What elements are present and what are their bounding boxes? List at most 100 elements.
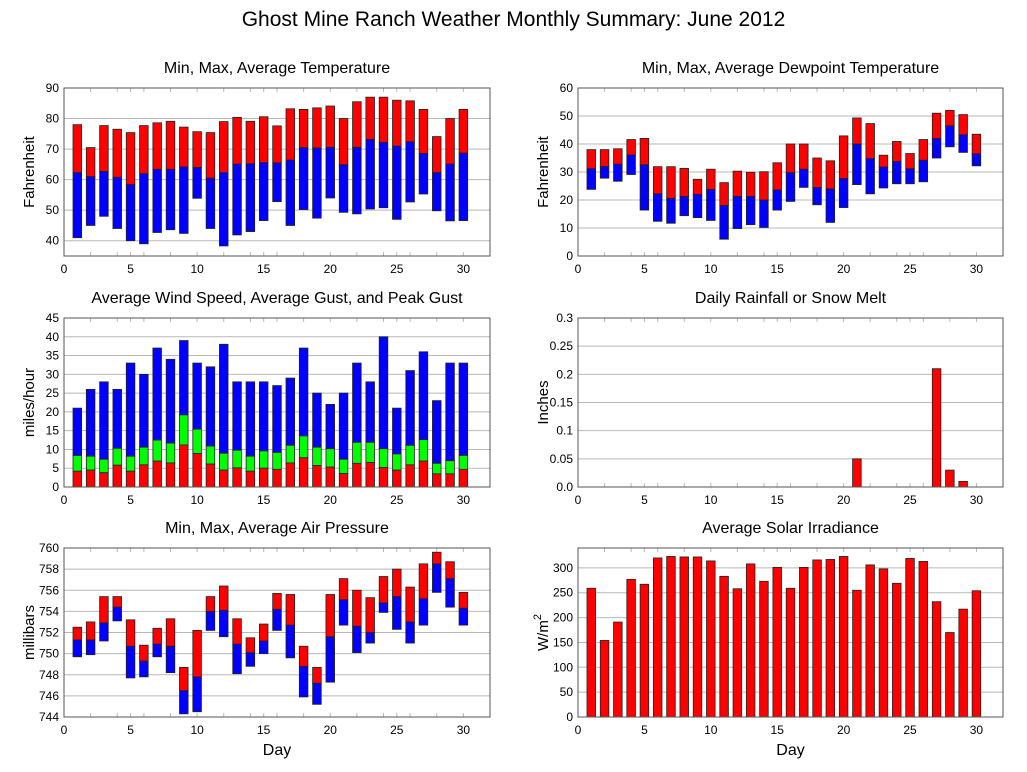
bar-min-avg xyxy=(365,632,375,644)
chart-temperature: Min, Max, Average Temperature40506070809… xyxy=(21,60,491,276)
y-tick-label: 744 xyxy=(39,710,59,724)
bar-avg-max xyxy=(179,666,189,691)
bar-average-gust xyxy=(85,455,96,471)
bar-avg-max xyxy=(99,125,109,172)
y-tick-label: 760 xyxy=(39,541,59,555)
y-tick-label: 60 xyxy=(46,173,60,187)
bar-avg-max xyxy=(298,108,309,148)
y-tick-label: 0 xyxy=(566,710,573,724)
bar-peak-gust xyxy=(378,336,389,450)
y-tick-label: 0.05 xyxy=(550,452,574,466)
bar-min-avg xyxy=(378,602,389,613)
bar xyxy=(586,587,596,718)
y-axis-label: Fahrenheit xyxy=(21,135,38,208)
bar-avg-max xyxy=(392,568,402,597)
bar-avg-max xyxy=(99,596,109,624)
x-tick-label: 25 xyxy=(390,723,404,737)
x-tick-label: 5 xyxy=(127,493,134,507)
bar-min-avg xyxy=(139,173,149,245)
y-tick-label: 0 xyxy=(566,249,573,263)
bar-average-wind xyxy=(432,473,442,488)
bar-average-wind xyxy=(112,464,122,488)
chart-wind: Average Wind Speed, Average Gust, and Pe… xyxy=(21,290,491,507)
bar-min-avg xyxy=(258,162,269,221)
bar-avg-max xyxy=(165,120,176,170)
bar-min-avg xyxy=(205,610,216,631)
bar-average-gust xyxy=(365,441,375,463)
bar xyxy=(706,560,716,718)
bar-min-avg xyxy=(205,177,216,229)
y-tick-label: 10 xyxy=(560,221,574,235)
y-tick-label: 30 xyxy=(560,165,574,179)
bar-min-avg xyxy=(945,125,955,148)
x-tick-label: 30 xyxy=(457,723,471,737)
x-tick-label: 5 xyxy=(641,262,648,276)
bar-min-avg xyxy=(719,204,729,240)
bar-avg-max xyxy=(639,137,650,166)
bar-average-wind xyxy=(365,462,375,488)
bar-min-avg xyxy=(378,141,389,209)
x-tick-label: 25 xyxy=(390,493,404,507)
chart-title: Min, Max, Average Air Pressure xyxy=(165,520,389,537)
x-tick-label: 25 xyxy=(390,262,404,276)
bar-min-avg xyxy=(245,652,256,667)
bar-min-avg xyxy=(165,645,176,674)
bar-min-avg xyxy=(418,152,429,195)
bar-average-gust xyxy=(139,446,149,466)
bar-avg-max xyxy=(652,166,663,195)
bar-avg-max xyxy=(852,117,862,145)
y-tick-label: 20 xyxy=(46,405,60,419)
y-tick-label: 5 xyxy=(52,461,59,475)
bar-avg-max xyxy=(285,108,296,161)
bar-avg-max xyxy=(759,171,769,201)
y-tick-label: 0.3 xyxy=(556,311,573,325)
bar-average-gust xyxy=(392,453,402,471)
bar-min-avg xyxy=(85,639,96,656)
bar-avg-max xyxy=(785,143,796,173)
bar-min-avg xyxy=(652,193,663,222)
bar-min-avg xyxy=(931,137,942,159)
bar-avg-max xyxy=(392,99,402,147)
bar-avg-max xyxy=(85,147,96,177)
bar-avg-max xyxy=(931,112,942,139)
y-tick-label: 250 xyxy=(553,586,573,600)
bar-min-avg xyxy=(706,188,716,221)
bar-average-wind xyxy=(298,457,309,488)
x-tick-label: 30 xyxy=(970,493,984,507)
bar xyxy=(799,566,809,718)
y-tick-label: 754 xyxy=(39,604,59,618)
bar-min-avg xyxy=(258,640,269,655)
x-tick-label: 20 xyxy=(837,493,851,507)
bar-min-avg xyxy=(112,606,122,622)
bar-average-wind xyxy=(139,464,149,488)
y-axis-label: Inches xyxy=(535,380,552,424)
bar xyxy=(825,559,836,718)
bar-peak-gust xyxy=(285,377,296,446)
bar-average-gust xyxy=(258,450,269,469)
bar-avg-max xyxy=(666,166,676,199)
bar-average-gust xyxy=(72,455,83,472)
y-tick-label: 60 xyxy=(560,81,574,95)
y-tick-label: 0.1 xyxy=(556,424,573,438)
bar-avg-max xyxy=(599,149,610,167)
y-tick-label: 35 xyxy=(46,349,60,363)
x-tick-label: 5 xyxy=(127,723,134,737)
bar-min-avg xyxy=(99,170,109,217)
bar-average-wind xyxy=(458,468,469,488)
bar xyxy=(812,559,822,718)
bar-min-avg xyxy=(799,168,809,188)
bar-min-avg xyxy=(392,145,402,220)
bar-min-avg xyxy=(405,141,415,203)
bar-avg-max xyxy=(745,171,756,197)
bar-min-avg xyxy=(626,154,636,175)
bar-average-gust xyxy=(378,448,389,468)
bar-avg-max xyxy=(245,120,256,165)
bar-average-wind xyxy=(258,467,269,488)
y-tick-label: 80 xyxy=(46,112,60,126)
bar-avg-max xyxy=(679,167,689,197)
bar-average-gust xyxy=(179,414,189,446)
bar-min-avg xyxy=(312,682,322,705)
bar-min-avg xyxy=(432,172,442,212)
bar-peak-gust xyxy=(139,373,149,448)
